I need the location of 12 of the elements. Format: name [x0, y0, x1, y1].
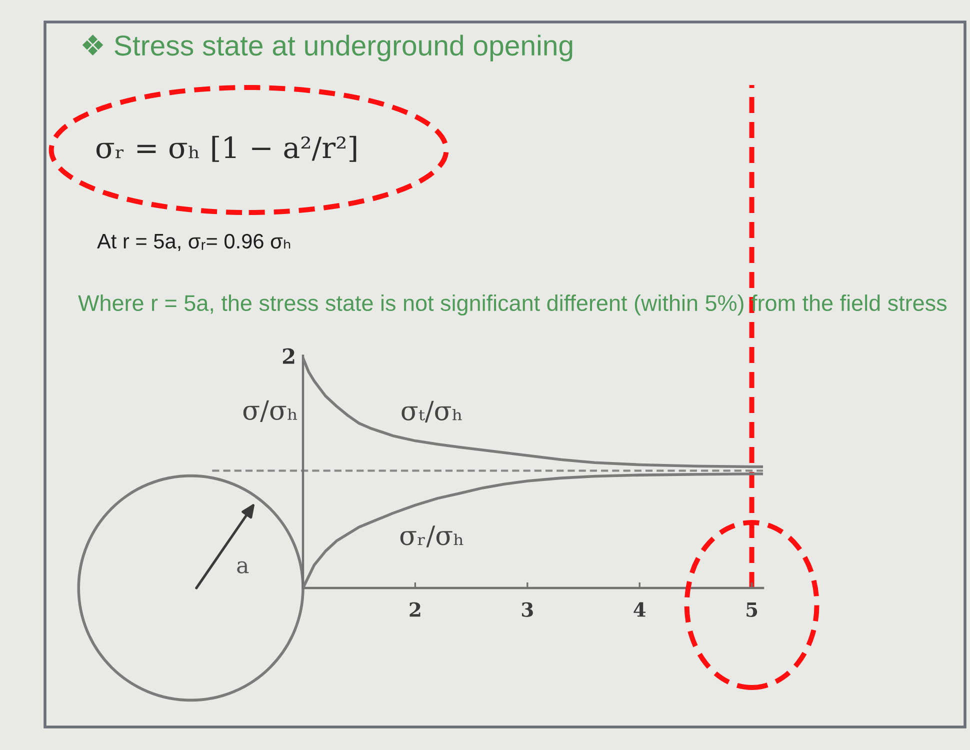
text: σᵣ = σₕ [1 − a²/r²] [96, 136, 356, 162]
x-tick-label: 5 [746, 602, 758, 617]
x-tick-label: 2 [410, 602, 420, 617]
x-tick-label: 4 [634, 602, 646, 617]
annotation: 2 [282, 348, 294, 364]
chart-title: ❖ Stress state at underground opening [82, 34, 572, 62]
text: At r = 5a, σᵣ= 0.96 σₕ [97, 234, 290, 252]
y-axis-title: σ/σₕ [243, 400, 298, 422]
series-label: σᵣ/σₕ [400, 526, 464, 548]
x-tick-label: 3 [522, 602, 533, 617]
series-label: σₜ/σₕ [402, 400, 462, 423]
text: a [237, 561, 249, 574]
